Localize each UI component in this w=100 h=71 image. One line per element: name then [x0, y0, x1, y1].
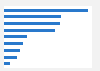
Bar — [4, 15, 61, 18]
Bar — [4, 56, 17, 59]
Bar — [4, 9, 88, 12]
Bar — [4, 42, 23, 45]
Bar — [4, 35, 27, 38]
Bar — [4, 49, 20, 52]
Bar — [4, 62, 10, 65]
Bar — [4, 22, 59, 25]
Bar — [4, 29, 55, 32]
